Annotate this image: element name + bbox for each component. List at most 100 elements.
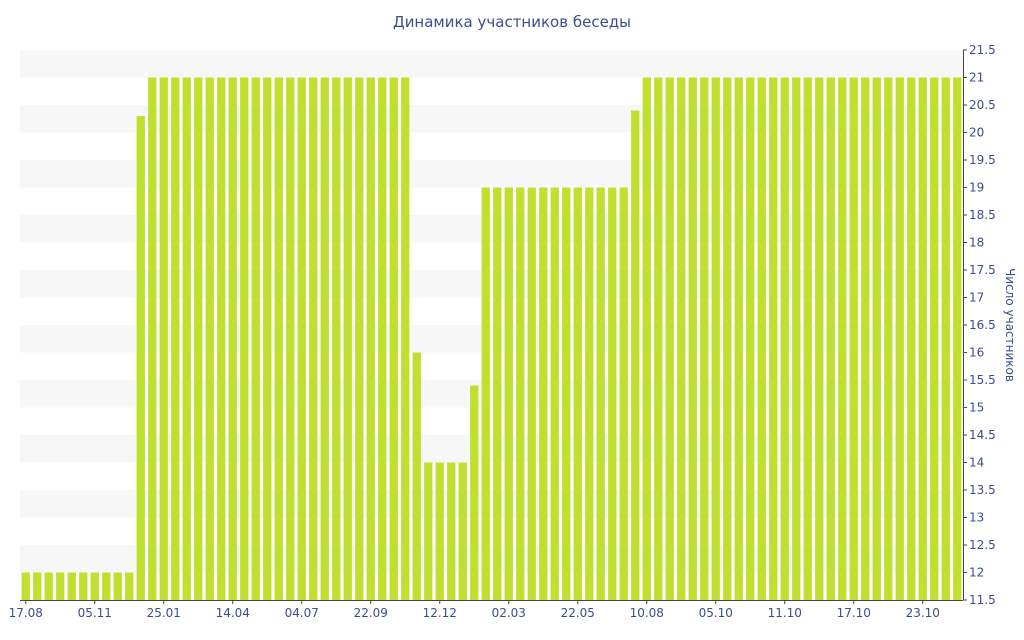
bar — [378, 77, 387, 600]
bar — [907, 77, 916, 600]
bar — [527, 187, 536, 600]
bar — [665, 77, 674, 600]
bar — [205, 77, 214, 600]
bar — [884, 77, 893, 600]
x-tick-label: 02.03 — [492, 606, 526, 620]
bar — [930, 77, 939, 600]
y-tick-label: 14 — [969, 456, 984, 470]
bar — [700, 77, 709, 600]
y-tick-label: 18 — [969, 236, 984, 250]
x-tick-label: 05.11 — [78, 606, 112, 620]
bar — [550, 187, 559, 600]
grid-band — [20, 50, 963, 78]
y-tick-label: 16.5 — [969, 318, 996, 332]
bar — [504, 187, 513, 600]
bar — [803, 77, 812, 600]
bar — [838, 77, 847, 600]
bar — [573, 187, 582, 600]
bar — [182, 77, 191, 600]
bar — [895, 77, 904, 600]
bar — [447, 462, 456, 600]
x-tick-label: 14.04 — [216, 606, 250, 620]
x-tick-label: 11.10 — [768, 606, 802, 620]
bar — [90, 572, 99, 600]
bar — [263, 77, 272, 600]
y-tick-label: 18.5 — [969, 208, 996, 222]
bar — [136, 116, 145, 600]
bar — [562, 187, 571, 600]
bar — [746, 77, 755, 600]
bar — [79, 572, 88, 600]
bar — [757, 77, 766, 600]
y-tick-label: 17 — [969, 291, 984, 305]
y-tick-label: 15.5 — [969, 373, 996, 387]
y-tick-label: 11.5 — [969, 593, 996, 607]
bar — [148, 77, 157, 600]
bar — [470, 385, 479, 600]
bar — [596, 187, 605, 600]
bar — [941, 77, 950, 600]
bar — [320, 77, 329, 600]
x-tick-label: 22.09 — [354, 606, 388, 620]
bar — [366, 77, 375, 600]
bar — [113, 572, 122, 600]
y-axis-label: Число участников — [1003, 268, 1017, 382]
bar — [67, 572, 76, 600]
bar — [792, 77, 801, 600]
bar — [171, 77, 180, 600]
bar — [332, 77, 341, 600]
x-tick-label: 17.08 — [9, 606, 43, 620]
y-tick-label: 20.5 — [969, 98, 996, 112]
bar — [424, 462, 433, 600]
bar — [539, 187, 548, 600]
bar — [286, 77, 295, 600]
bar — [631, 110, 640, 600]
chart-title: Динамика участников беседы — [392, 13, 632, 31]
bar — [125, 572, 134, 600]
bar — [309, 77, 318, 600]
bar — [608, 187, 617, 600]
bar — [240, 77, 249, 600]
bar — [274, 77, 283, 600]
bar — [734, 77, 743, 600]
bar — [217, 77, 226, 600]
y-axis: 11.5 12 12.5 13 13.5 14 14.5 15 15.5 16 16.5 17 17.5… — [963, 43, 996, 607]
bar — [861, 77, 870, 600]
bar — [711, 77, 720, 600]
bar — [677, 77, 686, 600]
y-tick-label: 19.5 — [969, 153, 996, 167]
bar — [21, 572, 30, 600]
x-tick-label: 05.10 — [699, 606, 733, 620]
x-tick-label: 17.10 — [837, 606, 871, 620]
bar — [297, 77, 306, 600]
y-tick-label: 21 — [969, 71, 984, 85]
bar — [585, 187, 594, 600]
bar — [481, 187, 490, 600]
bar — [458, 462, 467, 600]
bar — [642, 77, 651, 600]
bar — [815, 77, 824, 600]
bar — [953, 77, 962, 600]
bar — [56, 572, 65, 600]
bar — [251, 77, 260, 600]
x-axis: 17.08 05.11 25.01 14.04 04.07 22.09 12.12 02.03… — [9, 600, 963, 620]
bar — [435, 462, 444, 600]
y-tick-label: 12 — [969, 566, 984, 580]
bar — [44, 572, 53, 600]
bar — [918, 77, 927, 600]
x-tick-label: 10.08 — [630, 606, 664, 620]
bar — [849, 77, 858, 600]
bar — [355, 77, 364, 600]
x-tick-label: 22.05 — [561, 606, 595, 620]
bar — [872, 77, 881, 600]
bar — [228, 77, 237, 600]
x-tick-label: 04.07 — [285, 606, 319, 620]
bars-group — [21, 77, 962, 600]
y-tick-label: 15 — [969, 401, 984, 415]
y-tick-label: 12.5 — [969, 538, 996, 552]
bar — [493, 187, 502, 600]
bar — [769, 77, 778, 600]
y-tick-label: 17.5 — [969, 263, 996, 277]
